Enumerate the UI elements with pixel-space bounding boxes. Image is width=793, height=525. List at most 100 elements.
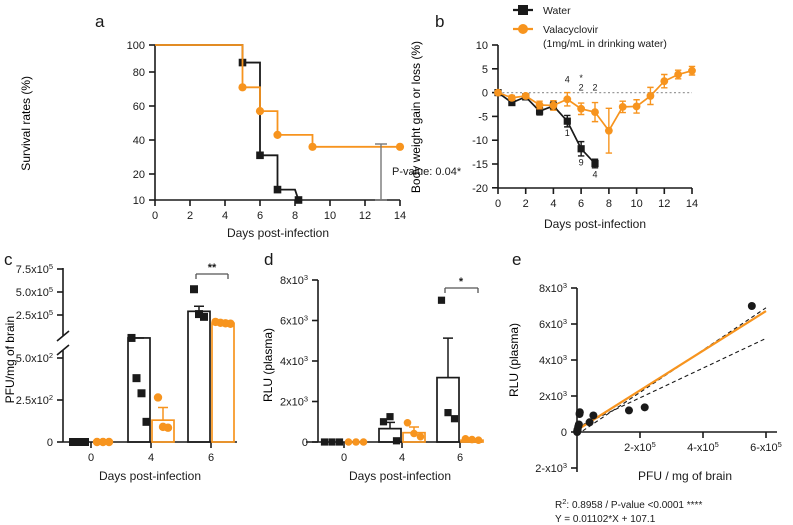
panel-c-xtick-1: 4: [148, 452, 154, 464]
panel-c-xtick-0: 0: [88, 452, 94, 464]
panel-c-y-title-wrap: PFU/mg of brain: [2, 285, 18, 435]
svg-text:4: 4: [222, 210, 228, 222]
panel-e-letter: e: [512, 250, 521, 269]
panel-d-point-circle: [410, 429, 418, 438]
panel-a-marker-circle: [255, 107, 265, 116]
panel-a: a 100 80 60 40 20 10: [0, 0, 462, 240]
panel-d-point-square: [379, 418, 388, 426]
svg-text:0: 0: [152, 210, 158, 222]
panel-b-marker-square: [508, 99, 516, 107]
panel-a-y-axis-label: Survival rates (%): [19, 75, 33, 171]
panel-d-point-square: [450, 415, 459, 423]
panel-c-point-square: [200, 312, 208, 321]
panel-c-y-axis-label: PFU/mg of brain: [3, 316, 17, 404]
svg-text:10: 10: [324, 210, 336, 222]
panel-a-line-valacyclovir: [155, 44, 400, 148]
panel-b-letter: b: [435, 12, 444, 31]
panel-c-bar: [187, 310, 211, 443]
panel-a-marker-square: [256, 151, 264, 160]
panel-d-letter: d: [264, 250, 273, 269]
svg-text:6-x105: 6-x105: [750, 440, 782, 454]
panel-d-point-circle: [461, 434, 470, 443]
panel-b-marker-circle: [646, 92, 655, 100]
panel-b-annotation: 1: [565, 128, 570, 138]
svg-text:20: 20: [133, 169, 145, 181]
panel-d-point-circle: [344, 438, 353, 446]
svg-text:14: 14: [394, 210, 406, 222]
svg-text:0: 0: [495, 198, 501, 210]
svg-text:4x103: 4x103: [280, 354, 308, 368]
panel-a-x-ticks: 0 2 4 6 8 10 12 14: [152, 200, 406, 222]
panel-c-point-square: [69, 438, 77, 446]
legend-item-water: Water: [513, 5, 571, 17]
svg-text:2.5x105: 2.5x105: [16, 308, 53, 322]
svg-text:2x103: 2x103: [539, 389, 567, 403]
panel-c-significance-bracket: [195, 273, 229, 279]
panel-b-x-axis-title: Days post-infection: [544, 217, 646, 231]
panel-e-fit-line: [576, 310, 767, 432]
svg-text:2-x105: 2-x105: [624, 440, 656, 454]
panel-d-significance-label: *: [459, 276, 464, 288]
panel-c-point-square: [195, 310, 203, 319]
panel-e-data-point: [589, 411, 598, 420]
panel-a-marker-square: [294, 196, 303, 204]
svg-text:8: 8: [606, 198, 612, 210]
svg-text:2: 2: [187, 210, 193, 222]
svg-text:8: 8: [292, 210, 298, 222]
svg-text:5.0x102: 5.0x102: [16, 351, 53, 365]
panel-c-point-circle: [226, 319, 235, 328]
legend-label-valacyclovir: Valacyclovir: [543, 24, 599, 36]
panel-b-annotation: 2: [579, 82, 584, 92]
panel-c-point-square: [132, 374, 141, 383]
square-marker-icon: [518, 5, 528, 15]
panel-b-annotation: 9: [579, 157, 584, 167]
panel-b-marker-circle: [674, 70, 683, 79]
panel-b-marker-circle: [577, 104, 586, 113]
svg-text:8x103: 8x103: [539, 281, 567, 295]
panel-a-marker-circle: [273, 130, 282, 139]
svg-text:5.0x105: 5.0x105: [16, 285, 53, 299]
panel-c-x-axis-title: Days post-infection: [99, 469, 201, 483]
svg-text:4x103: 4x103: [539, 353, 567, 367]
panel-c-error-bar: [158, 406, 168, 421]
panel-d-significance-bracket: [444, 287, 479, 293]
svg-text:60: 60: [133, 101, 145, 113]
panel-c-point-circle: [98, 437, 108, 447]
panel-d-xtick-1: 4: [399, 452, 405, 464]
panel-e-regression-plot: [573, 302, 767, 436]
panel-d-point-square: [386, 413, 394, 421]
panel-c-point-square: [75, 438, 83, 446]
svg-text:4: 4: [550, 198, 556, 210]
panel-a-marker-circle: [308, 142, 317, 151]
panel-d-error-bar: [443, 337, 453, 378]
panel-d-point-square: [328, 438, 336, 446]
panel-d-y-ticks: 8x103 6x103 4x103 2x103 0: [280, 273, 318, 449]
panel-c-point-square: [127, 333, 136, 342]
panel-b-marker-square: [535, 107, 544, 115]
panel-a-pvalue-label: P-value: 0.04*: [392, 166, 462, 178]
svg-text:8x103: 8x103: [280, 273, 308, 287]
panel-e-x-ticks: 2-x105 4-x105 6-x105: [624, 432, 782, 454]
panel-b-marker-circle: [549, 101, 558, 110]
panel-c-point-square: [190, 285, 198, 294]
panel-b-annotation: 2: [592, 82, 597, 92]
svg-text:2-x103: 2-x103: [535, 461, 567, 475]
panel-b-annotation: 4: [592, 169, 597, 179]
panel-e-data-point: [640, 403, 649, 412]
panel-b-annotation: 4: [565, 75, 570, 85]
panel-d-y-axis-label: RLU (plasma): [261, 327, 275, 402]
svg-text:7.5x105: 7.5x105: [16, 262, 53, 276]
legend-sublabel-valacyclovir: (1mg/mL in drinking water): [543, 38, 667, 50]
svg-text:0: 0: [482, 88, 488, 100]
panel-b-marker-square: [563, 117, 571, 125]
panel-c-axis-break-lower: [56, 344, 70, 356]
figure-legend: Water Valacyclovir (1mg/mL in drinking w…: [505, 2, 790, 50]
panel-e-data-point: [575, 408, 584, 417]
panel-b-marker-circle: [618, 102, 627, 111]
panel-e-y-axis-label: RLU (plasma): [507, 323, 521, 398]
svg-text:2x103: 2x103: [280, 395, 308, 409]
panel-b-marker-circle: [632, 102, 641, 111]
panel-d-point-square: [392, 437, 401, 445]
svg-text:100: 100: [127, 40, 145, 52]
